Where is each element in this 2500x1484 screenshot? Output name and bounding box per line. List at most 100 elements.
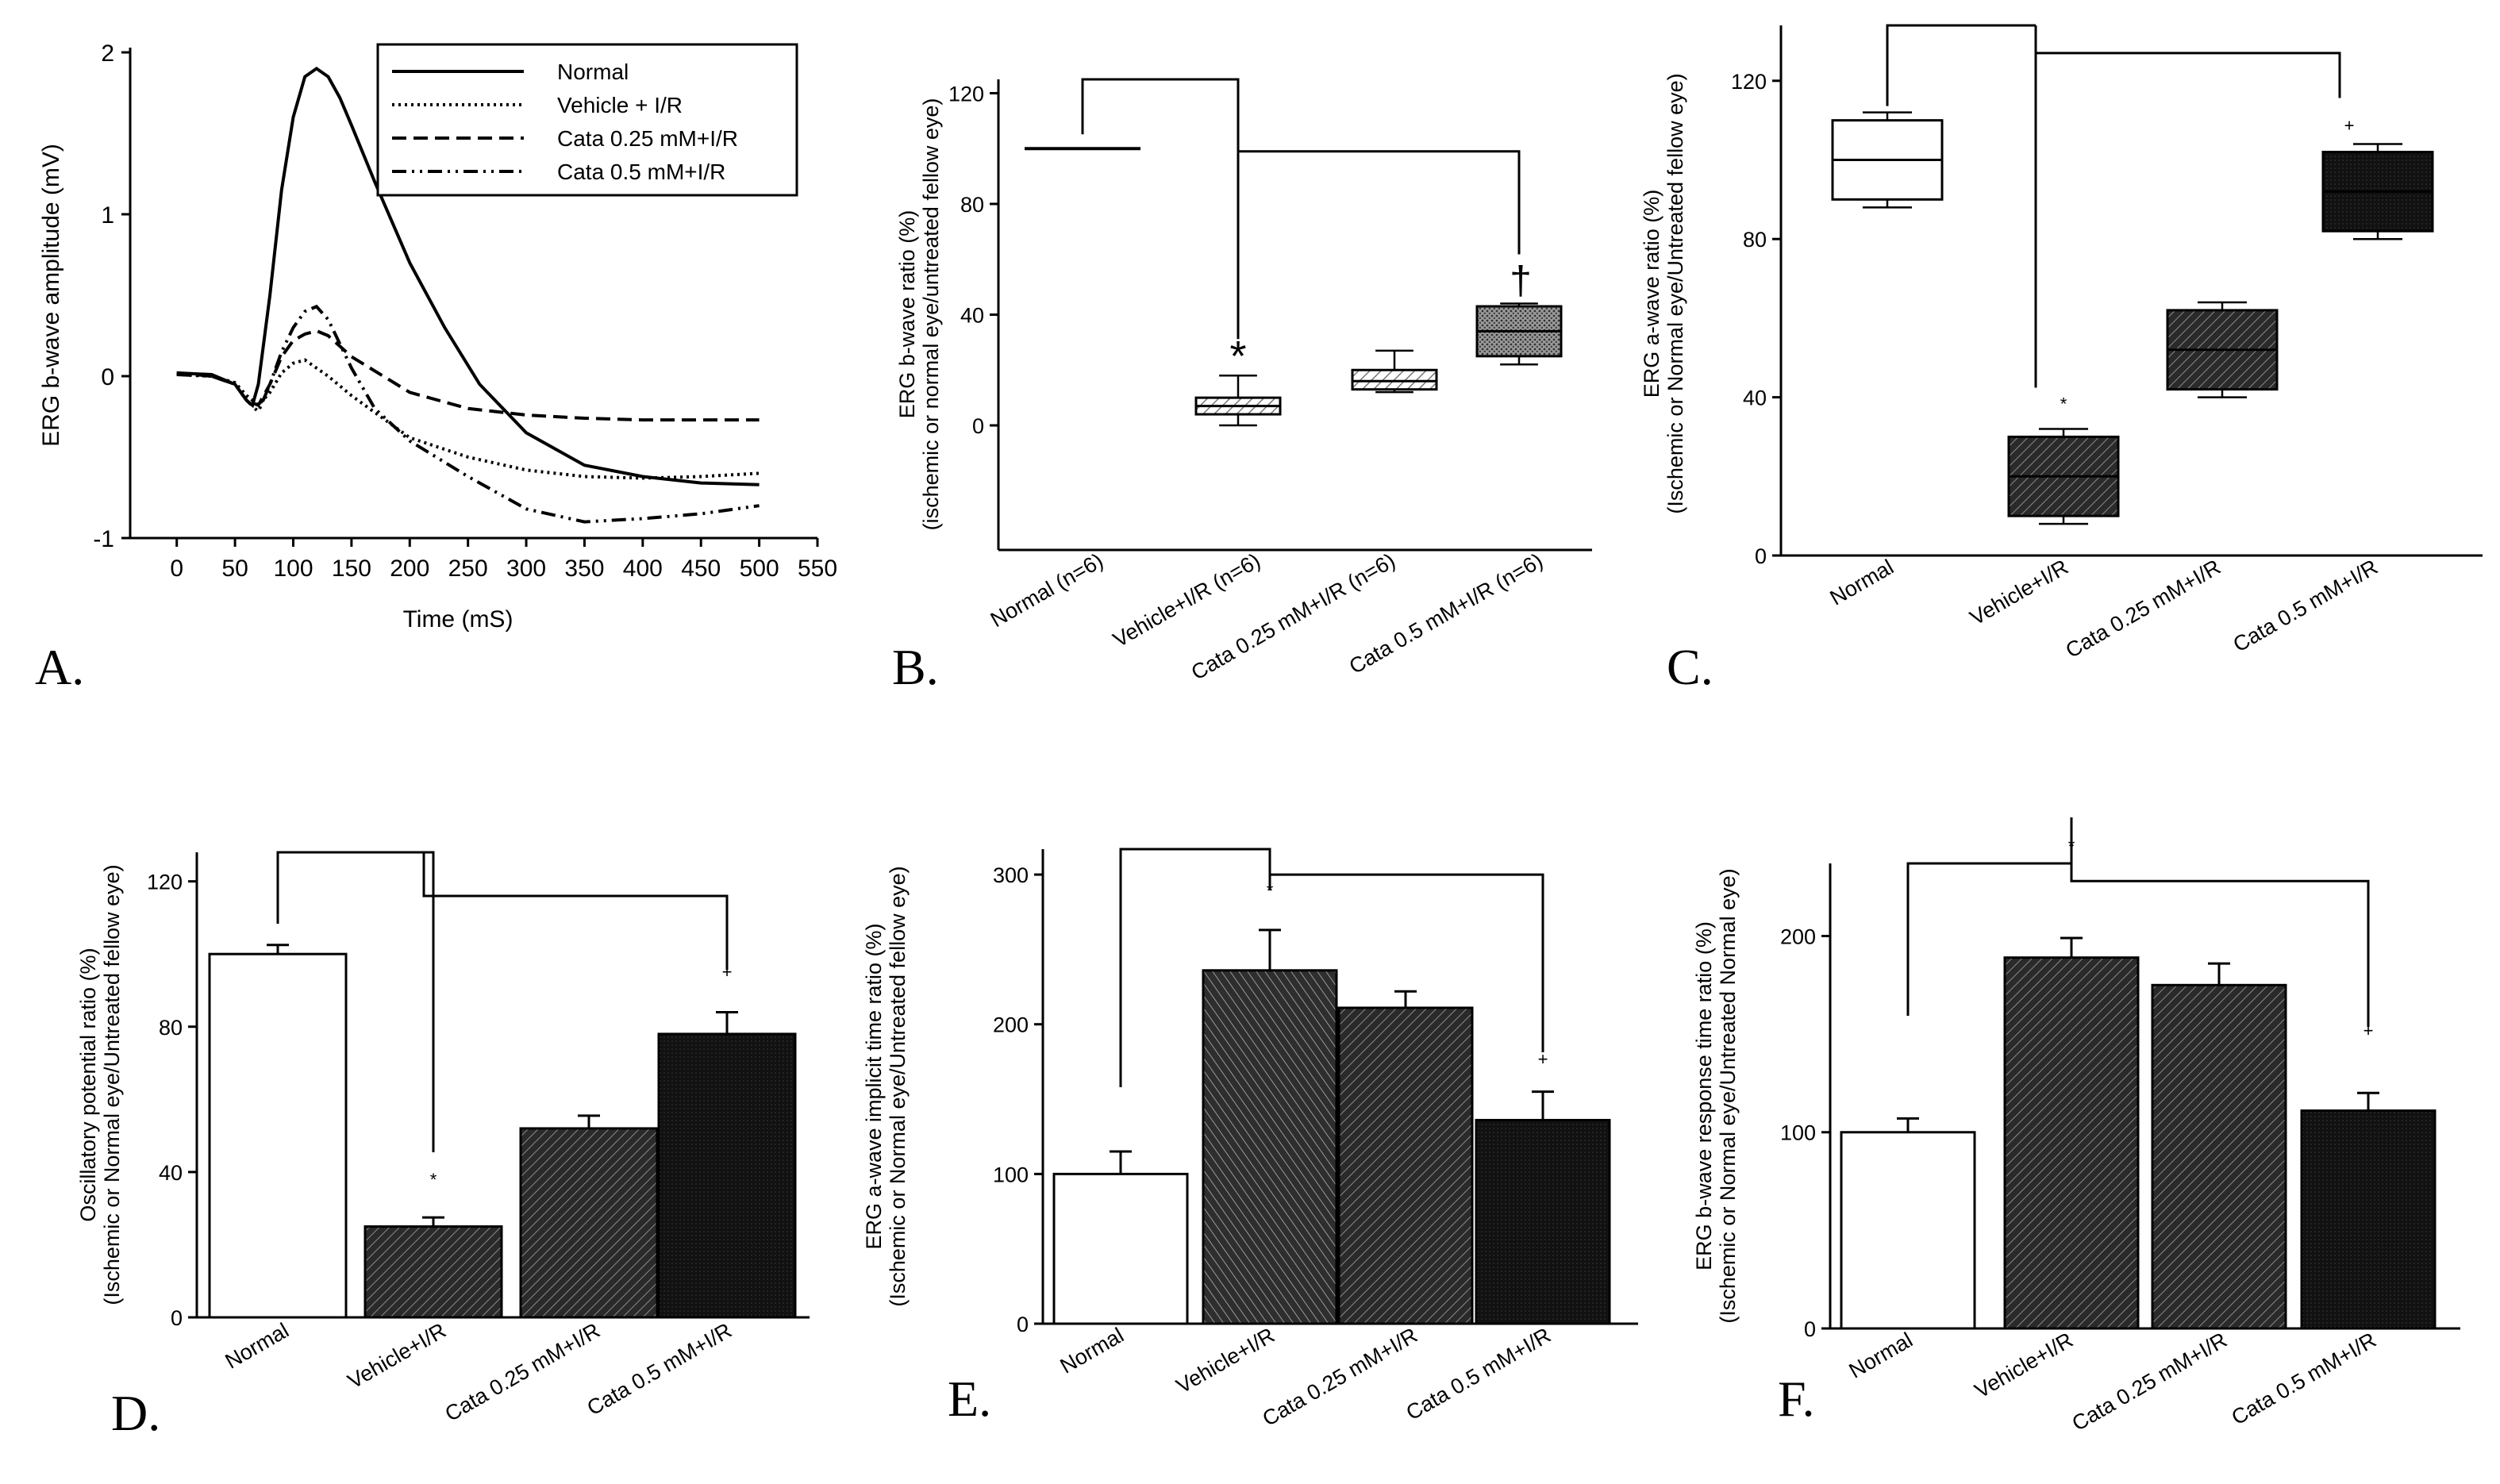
x-tick-label: 0: [170, 556, 183, 582]
bar: [1052, 1172, 1189, 1325]
category-label: Cata 0.5 mM+I/R: [2228, 1328, 2380, 1429]
bar: [208, 952, 348, 1319]
bar: [1475, 1118, 1611, 1325]
category-label: Vehicle+I/R: [1172, 1323, 1279, 1398]
y-axis-label: ERG a-wave implicit time ratio (%): [862, 923, 886, 1249]
legend: Normal Vehicle + I/R Cata 0.25 mM+I/R Cata …: [376, 43, 798, 197]
category-label: Normal: [1056, 1323, 1128, 1378]
significance-bracket: [1906, 817, 2073, 1016]
category-label: Normal (n=6): [987, 548, 1107, 632]
y-tick-label: 80: [1743, 228, 1767, 252]
panel-d-bar-chart: 0 40 80 120 Oscillatory potential ratio (%)(…: [76, 851, 810, 1426]
bar: [2151, 983, 2287, 1330]
category-label: Normal: [221, 1318, 293, 1373]
bar: [1202, 969, 1338, 1325]
bar: [2300, 1109, 2437, 1330]
series-line: [176, 329, 760, 422]
category-label: Cata 0.5 mM+I/R: [1402, 1323, 1555, 1424]
legend-label: Normal: [557, 60, 629, 84]
significance-bracket: [2036, 52, 2341, 98]
series-line: [176, 358, 760, 480]
y-axis-label: ERG a-wave ratio (%): [1640, 190, 1663, 398]
significance-bracket: [1886, 24, 2036, 106]
significance-bracket: [276, 851, 435, 1152]
x-tick-label: 250: [448, 556, 488, 582]
y-axis-label: ERG b-wave response time ratio (%): [1692, 921, 1716, 1271]
panel-letter-f: F.: [1778, 1371, 1814, 1427]
y-tick-label: 0: [972, 414, 984, 438]
series-line: [176, 304, 760, 524]
category-label: Vehicle+I/R: [1966, 555, 2072, 630]
y-tick-label: 40: [1743, 386, 1767, 410]
x-axis-label: Time (mS): [403, 606, 513, 632]
significance-bracket: [1268, 849, 1544, 1052]
significance-marker: *: [1267, 881, 1274, 901]
category-label: Cata 0.25 mM+I/R: [2062, 555, 2225, 663]
y-tick-label: 100: [993, 1163, 1029, 1186]
significance-marker: +: [2363, 1021, 2374, 1040]
significance-bracket: [1238, 150, 1521, 255]
y-tick-label: 120: [1731, 70, 1767, 94]
panel-c-box-plot: 0 40 80 120 ERG a-wave ratio (%) (Ischemic or…: [1640, 24, 2483, 663]
bar: [1337, 1006, 1474, 1325]
panel-letter-a: A.: [35, 639, 84, 695]
y-axis-label: ERG b-wave amplitude (mV): [38, 144, 64, 447]
panel-letter-d: D.: [111, 1385, 160, 1441]
significance-marker: *: [430, 1170, 437, 1190]
category-label: Vehicle+I/R: [344, 1318, 450, 1394]
y-axis-label: ERG b-wave ratio (%): [895, 210, 919, 419]
category-label: Cata 0.25 mM+I/R: [441, 1318, 604, 1426]
x-tick-label: 100: [273, 556, 313, 582]
y-tick-label: 200: [993, 1013, 1029, 1037]
significance-marker: +: [722, 962, 733, 982]
y-tick-label: 0: [1804, 1317, 1816, 1341]
x-tick-label: 400: [623, 556, 663, 582]
x-tick-label: 50: [221, 556, 248, 582]
x-tick-label: 200: [390, 556, 429, 582]
panel-letter-b: B.: [892, 639, 939, 695]
legend-label: Cata 0.5 mM+I/R: [557, 160, 725, 184]
bar: [2003, 956, 2140, 1330]
significance-bracket: [2070, 863, 2370, 1027]
x-tick-label: 350: [564, 556, 604, 582]
category-label: Normal: [1845, 1328, 1917, 1382]
y-tick-label: 40: [159, 1161, 183, 1185]
panel-letter-e: E.: [948, 1371, 991, 1427]
y-tick-label: 100: [1780, 1121, 1816, 1145]
y-axis-label: Oscillatory potential ratio (%): [76, 948, 100, 1221]
panel-a-line-chart: -1 0 1 2 0 50 100 150 200 250 300 350 400 450 500 550 Ti…: [38, 40, 837, 632]
y-axis-label-line2: (Ischemic or Normal eye/Untreated fellow…: [1663, 73, 1687, 513]
y-tick-label: 0: [1755, 544, 1767, 568]
x-tick-label: 150: [332, 556, 371, 582]
panel-b-box-plot: 0 40 80 120 ERG b-wave ratio (%) (ischemic or…: [895, 78, 1592, 685]
legend-label: Vehicle + I/R: [557, 93, 683, 117]
significance-bracket: [1081, 78, 1240, 340]
x-tick-label: 450: [681, 556, 721, 582]
significance-marker: †: [1510, 259, 1532, 303]
bar: [363, 1225, 503, 1319]
y-tick-label: 40: [960, 304, 984, 328]
significance-marker: *: [2060, 394, 2067, 413]
y-tick-label: 80: [159, 1016, 183, 1040]
y-axis-label-line2: (Ischemic or Normal eye/Untreated fellow…: [100, 864, 124, 1305]
category-label: Cata 0.25 mM+I/R: [1259, 1323, 1421, 1431]
significance-marker: +: [1538, 1049, 1548, 1069]
y-tick-label: 120: [948, 82, 984, 106]
y-tick-label: 1: [101, 202, 114, 229]
y-axis-label-line2: (Ischemic or Normal eye/Untreated Normal…: [1716, 868, 1740, 1323]
significance-bracket: [422, 852, 729, 970]
y-tick-label: 0: [171, 1306, 183, 1330]
category-label: Normal: [1826, 555, 1898, 609]
y-tick-label: 300: [993, 863, 1029, 887]
bar: [657, 1032, 797, 1319]
bar: [1840, 1131, 1976, 1330]
y-tick-label: 0: [101, 364, 114, 390]
y-axis-label-line2: (ischemic or normal eye/untreated fellow…: [919, 98, 943, 531]
category-label: Vehicle+I/R: [1971, 1328, 2077, 1403]
x-tick-label: 500: [740, 556, 779, 582]
bar: [519, 1127, 659, 1319]
panel-e-bar-chart: 0 100 200 300 ERG a-wave implicit time ratio…: [862, 848, 1638, 1431]
category-label: Cata 0.5 mM+I/R: [583, 1318, 736, 1420]
y-tick-label: 200: [1780, 925, 1816, 948]
